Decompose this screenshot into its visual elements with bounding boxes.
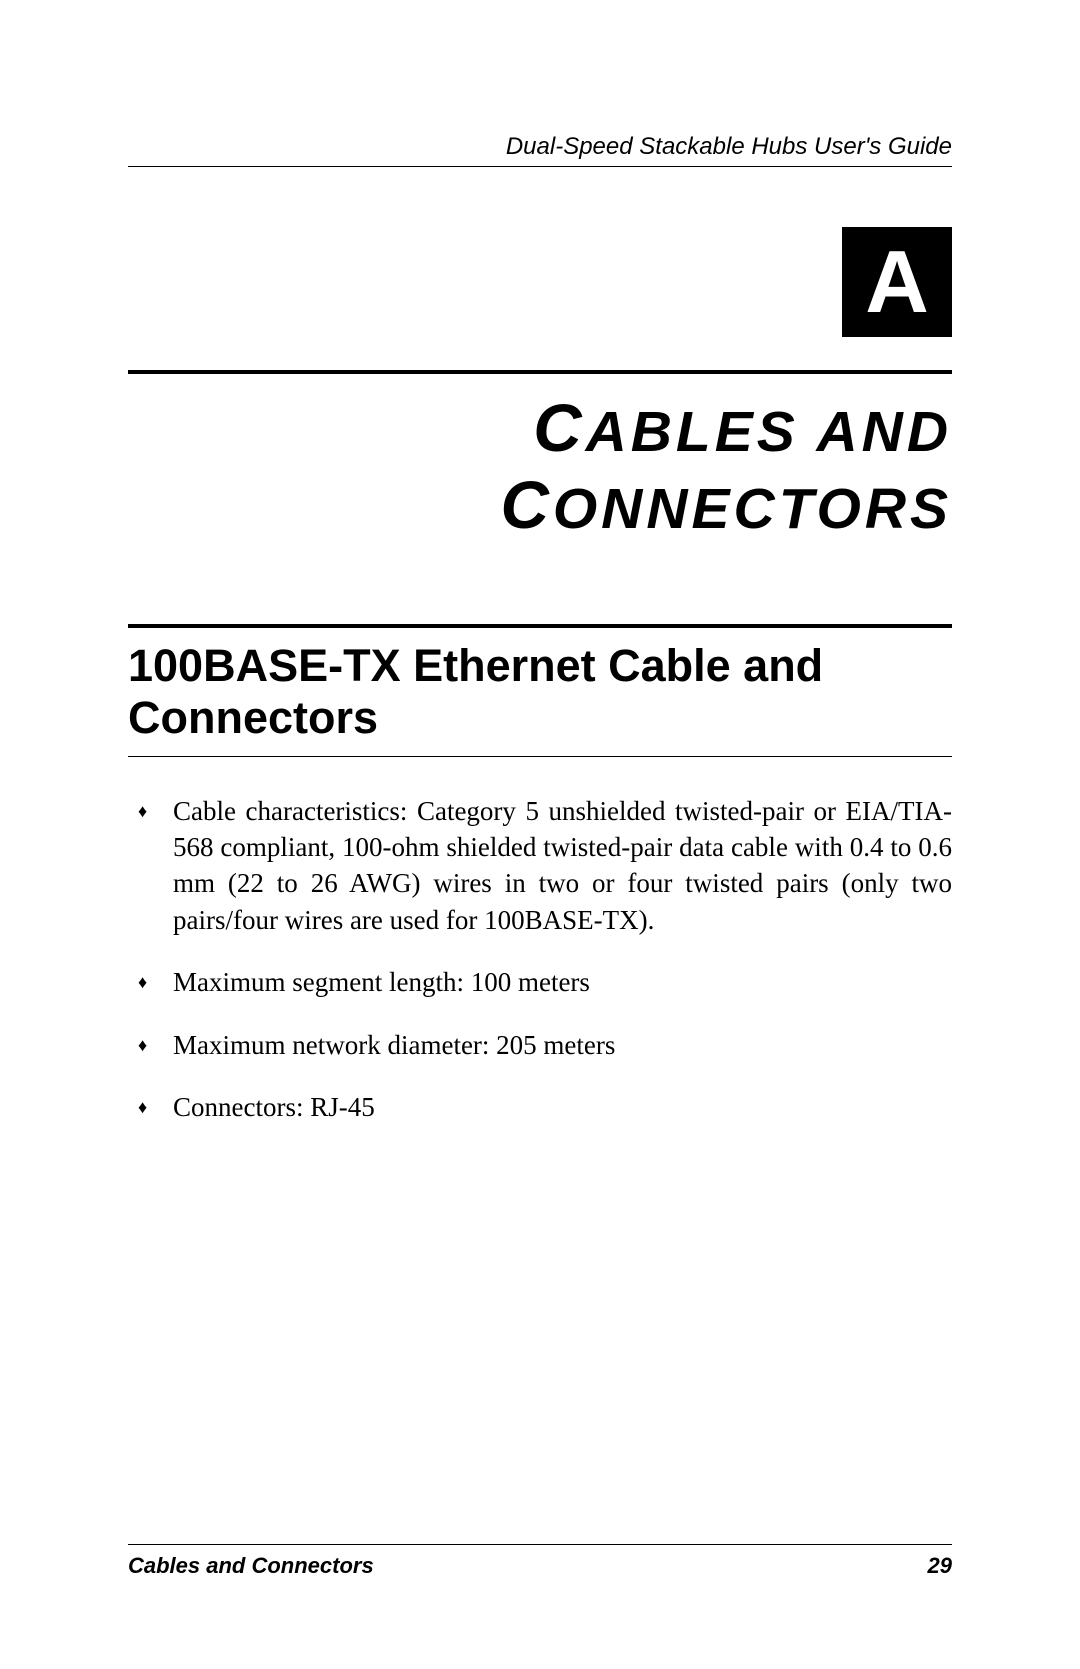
section-bottom-rule xyxy=(128,756,952,757)
bullet-list: ♦ Cable characteristics: Category 5 unsh… xyxy=(128,793,952,1126)
chapter-title-rest-1: ABLES AND xyxy=(586,400,952,464)
list-item: ♦ Maximum segment length: 100 meters xyxy=(128,964,952,1000)
diamond-icon: ♦ xyxy=(138,1095,147,1119)
bullet-text: Connectors: RJ-45 xyxy=(173,1092,375,1122)
footer-section-name: Cables and Connectors xyxy=(128,1553,374,1579)
footer-page-number: 29 xyxy=(928,1553,952,1579)
chapter-title-line-1: CABLES AND xyxy=(128,390,952,467)
footer-row: Cables and Connectors 29 xyxy=(128,1553,952,1579)
diamond-icon: ♦ xyxy=(138,1033,147,1057)
footer-rule xyxy=(128,1544,952,1545)
diamond-icon: ♦ xyxy=(138,970,147,994)
bullet-text: Maximum network diameter: 205 meters xyxy=(173,1030,615,1060)
chapter-title-first-letter-2: C xyxy=(500,468,552,543)
list-item: ♦ Connectors: RJ-45 xyxy=(128,1089,952,1125)
chapter-title-first-letter-1: C xyxy=(533,391,585,466)
bullet-text: Cable characteristics: Category 5 unshie… xyxy=(173,796,952,935)
bullet-text: Maximum segment length: 100 meters xyxy=(173,967,590,997)
appendix-badge: A xyxy=(842,227,952,337)
chapter-title-rest-2: ONNECTORS xyxy=(553,477,952,541)
diamond-icon: ♦ xyxy=(138,799,147,823)
footer: Cables and Connectors 29 xyxy=(128,1544,952,1579)
page-container: Dual-Speed Stackable Hubs User's Guide A… xyxy=(0,0,1080,1669)
chapter-title-line-2: CONNECTORS xyxy=(128,467,952,544)
section-heading: 100BASE-TX Ethernet Cable and Connectors xyxy=(128,640,952,744)
list-item: ♦ Maximum network diameter: 205 meters xyxy=(128,1027,952,1063)
section-top-rule xyxy=(128,624,952,628)
chapter-top-rule xyxy=(128,370,952,374)
list-item: ♦ Cable characteristics: Category 5 unsh… xyxy=(128,793,952,939)
header-text: Dual-Speed Stackable Hubs User's Guide xyxy=(128,133,952,161)
header-rule: Dual-Speed Stackable Hubs User's Guide xyxy=(128,133,952,167)
chapter-title-block: CABLES AND CONNECTORS xyxy=(128,390,952,544)
appendix-letter: A xyxy=(865,231,929,333)
